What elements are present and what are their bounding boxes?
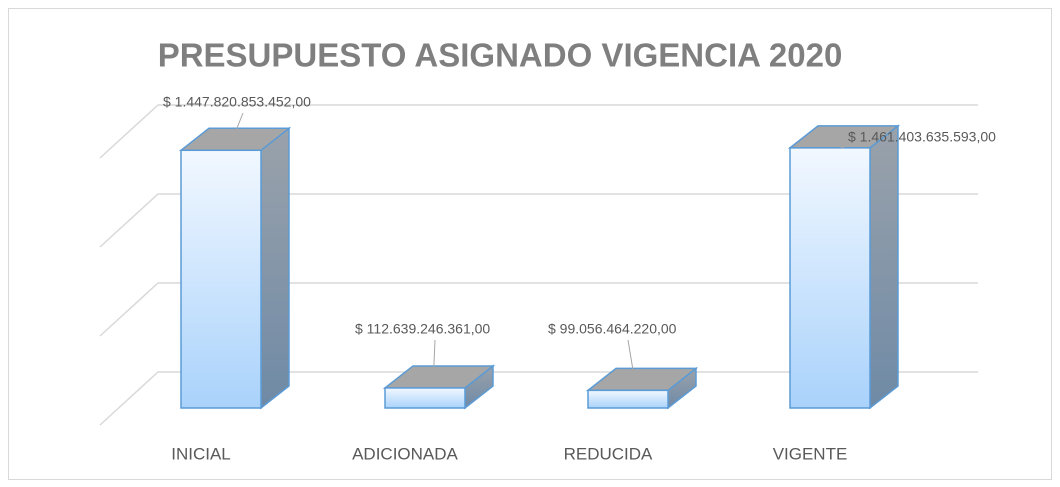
grid-line — [99, 104, 978, 159]
bar-side — [869, 124, 899, 410]
leader-line — [432, 339, 436, 386]
x-tick-label: INICIAL — [171, 444, 231, 463]
value-label: $ 1.461.403.635.593,00 — [848, 129, 996, 145]
leader-line — [228, 112, 244, 149]
grid-line — [99, 193, 978, 248]
bar — [789, 147, 871, 409]
bar-side — [260, 126, 290, 410]
x-tick-label: VIGENTE — [773, 444, 848, 463]
value-label: $ 1.447.820.853.452,00 — [163, 94, 311, 110]
bar — [587, 389, 669, 409]
leader-line — [837, 145, 845, 149]
x-tick-label: REDUCIDA — [564, 444, 653, 463]
bar — [384, 387, 466, 409]
bar — [180, 149, 262, 409]
x-tick-label: ADICIONADA — [352, 444, 458, 463]
value-label: $ 112.639.246.361,00 — [355, 321, 490, 337]
value-label: $ 99.056.464.220,00 — [548, 321, 677, 337]
chart-title: PRESUPUESTO ASIGNADO VIGENCIA 2020 — [158, 37, 843, 74]
leader-line — [627, 339, 637, 389]
grid-line — [99, 282, 978, 337]
grid-line — [99, 371, 978, 426]
